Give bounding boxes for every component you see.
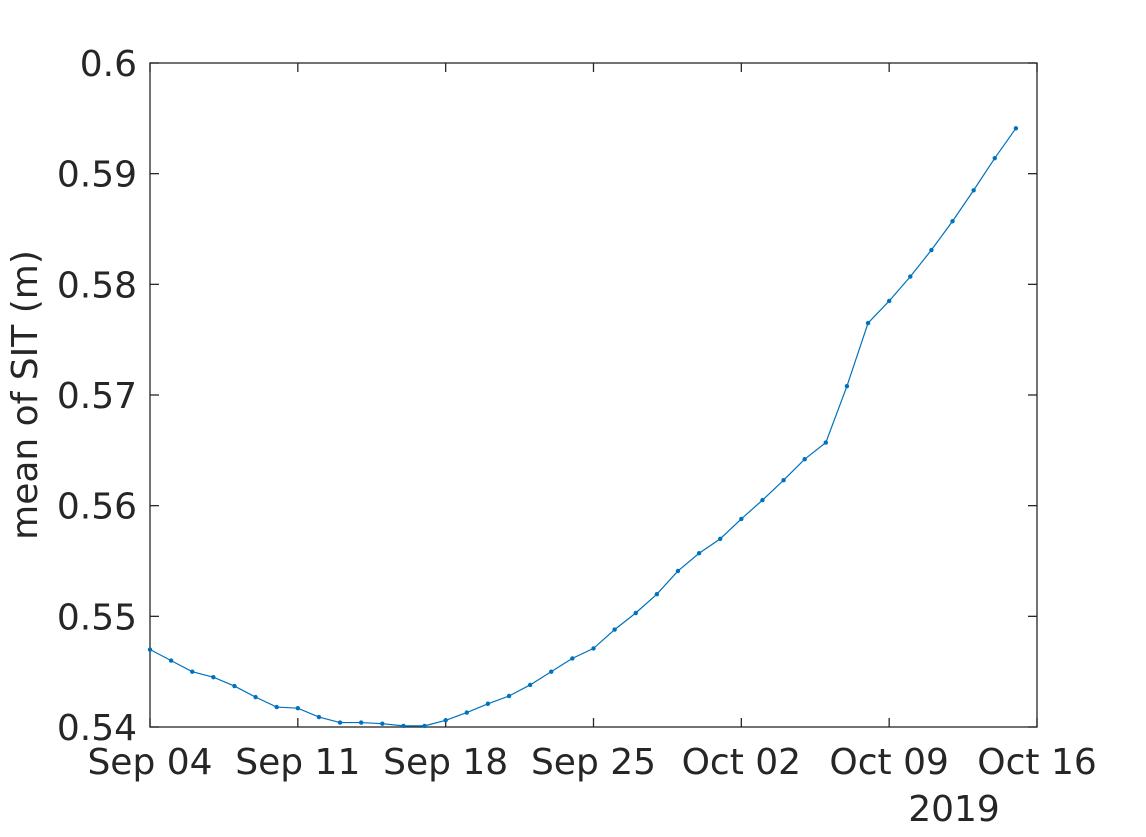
- data-point: [908, 274, 913, 279]
- data-point: [295, 705, 301, 711]
- y-tick-label: 0.54: [57, 708, 137, 749]
- y-tick-label: 0.55: [57, 597, 137, 638]
- data-point: [485, 701, 491, 706]
- x-tick-label: Sep 11: [235, 742, 360, 783]
- data-point: [443, 718, 448, 723]
- y-axis-ticks: 0.54 0.55 0.56 0.57 0.58 0.59 0.6: [57, 44, 1037, 749]
- data-point: [464, 710, 469, 715]
- data-point: [549, 669, 554, 674]
- data-point: [1013, 126, 1019, 131]
- data-point: [168, 658, 174, 663]
- data-point: [316, 714, 322, 720]
- data-point: [929, 247, 934, 253]
- y-axis-label: mean of SIT (m): [5, 250, 46, 540]
- data-point: [422, 723, 427, 729]
- data-point: [739, 516, 744, 522]
- data-point: [865, 320, 871, 326]
- x-tick-label: Sep 25: [531, 742, 656, 783]
- data-point: [506, 693, 512, 699]
- x-tick-label: Sep 04: [87, 742, 212, 783]
- y-tick-label: 0.59: [57, 155, 137, 196]
- series-layer: [147, 126, 1019, 729]
- data-point: [950, 219, 955, 224]
- data-point: [675, 568, 681, 574]
- data-point: [760, 497, 765, 503]
- y-tick-label: 0.58: [57, 265, 137, 306]
- data-point: [253, 694, 258, 700]
- data-point: [570, 656, 575, 661]
- data-point: [802, 456, 807, 462]
- data-point: [147, 647, 153, 652]
- data-point: [781, 478, 786, 483]
- data-point: [232, 683, 237, 689]
- y-tick-label: 0.6: [80, 44, 137, 85]
- data-point: [527, 682, 533, 688]
- data-point: [696, 551, 702, 556]
- plot-frame: [149, 62, 1038, 728]
- data-point: [612, 627, 617, 632]
- x-tick-label: Oct 02: [682, 742, 802, 783]
- data-point: [633, 610, 638, 616]
- data-point: [992, 155, 997, 161]
- y-tick-label: 0.57: [57, 376, 137, 417]
- data-point: [211, 675, 216, 680]
- data-point: [844, 383, 850, 389]
- data-point: [274, 704, 279, 710]
- data-point: [823, 440, 829, 445]
- data-point: [654, 592, 660, 597]
- x-tick-label: Oct 16: [977, 742, 1097, 783]
- series-line: [149, 127, 1017, 727]
- data-point: [190, 669, 195, 674]
- data-point: [971, 188, 976, 193]
- data-point: [718, 536, 723, 542]
- data-point: [401, 723, 406, 729]
- x-tick-label: Oct 09: [829, 742, 949, 783]
- x-tick-label: Sep 18: [383, 742, 508, 783]
- data-point: [591, 646, 596, 651]
- data-point: [337, 720, 343, 725]
- data-point: [886, 298, 892, 304]
- data-point: [380, 721, 385, 726]
- data-point: [358, 720, 364, 725]
- y-tick-label: 0.56: [57, 487, 137, 528]
- x-axis-ticks: Sep 04 Sep 11 Sep 18 Sep 25 Oct 02 Oct 09 Oct …: [87, 63, 1097, 783]
- axes-box: [149, 62, 1038, 728]
- x-axis-year-label: 2019: [908, 789, 1000, 830]
